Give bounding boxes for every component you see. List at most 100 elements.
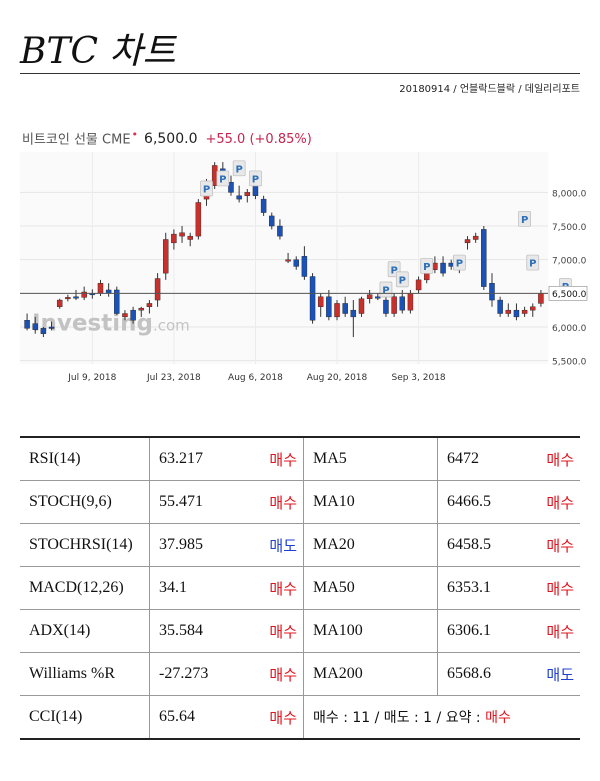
candle xyxy=(334,300,340,321)
p-marker-label: P xyxy=(219,174,226,185)
indicator-name: ADX(14) xyxy=(20,609,150,653)
ma-signal: 매도 xyxy=(526,652,580,696)
table-row: MACD(12,26) 34.1 매수 MA50 6353.1 매수 xyxy=(20,566,580,610)
candle xyxy=(285,252,291,264)
p-marker-label: P xyxy=(423,262,430,273)
candle-body xyxy=(73,296,79,299)
x-tick-label: Jul 23, 2018 xyxy=(146,373,201,383)
y-tick-label: 5,500.0 xyxy=(552,358,587,368)
quote-change: +55.0 (+0.85%) xyxy=(205,132,312,148)
p-marker[interactable]: P xyxy=(395,271,409,288)
candle xyxy=(366,289,373,304)
candle xyxy=(391,293,397,317)
candle xyxy=(40,326,47,338)
p-marker[interactable]: P xyxy=(453,254,466,271)
ma-name: MA50 xyxy=(303,566,438,610)
candle-body xyxy=(472,235,479,240)
candle-body xyxy=(317,296,324,307)
p-marker[interactable]: P xyxy=(379,281,393,298)
candle xyxy=(309,273,316,324)
candle xyxy=(342,296,348,317)
p-marker[interactable]: P xyxy=(420,258,434,274)
candle-body xyxy=(481,229,487,287)
indicator-signal: 매수 xyxy=(238,609,304,653)
current-price-box xyxy=(548,285,588,301)
candle xyxy=(56,298,63,309)
ma-value: 6466.5 xyxy=(437,480,526,524)
current-price-label: 6,500.0 xyxy=(552,290,587,300)
quote-header: 비트코인 선물 CME• 6,500.0 +55.0 (+0.85%) xyxy=(22,128,312,147)
ma-value: 6353.1 xyxy=(437,566,526,610)
p-marker[interactable]: P xyxy=(200,180,213,197)
candle-body xyxy=(350,309,357,318)
ma-signal: 매수 xyxy=(526,566,580,610)
candle xyxy=(375,293,381,301)
p-marker-box xyxy=(232,160,246,177)
p-marker[interactable]: P xyxy=(526,254,540,271)
candle-body xyxy=(244,192,251,196)
table-row: STOCH(9,6) 55.471 매수 MA10 6466.5 매수 xyxy=(20,480,580,524)
candle xyxy=(122,310,128,321)
instrument-name: 비트코인 선물 CME xyxy=(22,132,131,148)
candle-body xyxy=(432,262,438,270)
candle xyxy=(277,219,283,240)
candle xyxy=(65,294,71,302)
x-tick-label: Jul 9, 2018 xyxy=(67,373,116,383)
p-marker-label: P xyxy=(390,265,397,276)
candle-body xyxy=(97,283,104,294)
candle-body xyxy=(105,289,112,294)
table-row: RSI(14) 63.217 매수 MA5 6472 매수 xyxy=(20,436,580,481)
candle-body xyxy=(114,289,120,314)
candle xyxy=(187,232,193,247)
candle xyxy=(326,289,332,321)
candle-body xyxy=(179,232,185,237)
p-marker-label: P xyxy=(456,259,463,270)
candle-body xyxy=(301,256,308,277)
ma-signal: 매수 xyxy=(526,523,580,567)
page-title: BTC 차트 xyxy=(20,31,176,72)
candle-body xyxy=(375,296,381,299)
candle xyxy=(73,289,79,301)
p-marker-label: P xyxy=(235,164,242,175)
candle xyxy=(244,189,251,203)
candle-body xyxy=(391,296,397,314)
candle xyxy=(32,316,38,334)
ma-signal: 매수 xyxy=(526,480,580,524)
indicator-signal: 매수 xyxy=(238,652,304,696)
indicator-signal: 매도 xyxy=(238,523,304,567)
indicator-value: 34.1 xyxy=(149,566,238,610)
candle xyxy=(464,236,471,250)
candle-body xyxy=(211,165,218,186)
y-tick-label: 8,000.0 xyxy=(552,189,587,199)
ma-name: MA10 xyxy=(303,480,438,524)
p-marker-box xyxy=(518,210,531,227)
indicator-name: STOCHRSI(14) xyxy=(20,523,150,567)
indicator-name: CCI(14) xyxy=(20,695,150,740)
candle xyxy=(146,300,153,314)
summary-verdict: 매수 xyxy=(485,710,511,726)
p-marker-box xyxy=(526,254,540,271)
candle xyxy=(260,195,267,216)
candle-body xyxy=(334,303,340,318)
candle xyxy=(481,226,487,290)
p-marker[interactable]: P xyxy=(232,160,246,177)
x-tick-label: Sep 3, 2018 xyxy=(391,373,445,383)
table-row: ADX(14) 35.584 매수 MA100 6306.1 매수 xyxy=(20,609,580,653)
p-marker[interactable]: P xyxy=(216,170,230,187)
ma-signal: 매수 xyxy=(526,436,580,481)
candle xyxy=(48,321,55,331)
ma-name: MA20 xyxy=(303,523,438,567)
candle-body xyxy=(195,202,202,237)
candle-body xyxy=(293,259,299,267)
p-marker-box xyxy=(200,180,213,197)
candle xyxy=(179,226,185,243)
candle-body xyxy=(163,239,169,274)
p-marker[interactable]: P xyxy=(249,170,262,187)
p-marker-label: P xyxy=(203,185,210,196)
p-marker[interactable]: P xyxy=(518,210,531,227)
candle-body xyxy=(236,195,242,200)
indicator-signal: 매수 xyxy=(238,480,304,524)
candle xyxy=(138,306,144,317)
candle-body xyxy=(56,299,63,307)
candle xyxy=(293,256,299,270)
